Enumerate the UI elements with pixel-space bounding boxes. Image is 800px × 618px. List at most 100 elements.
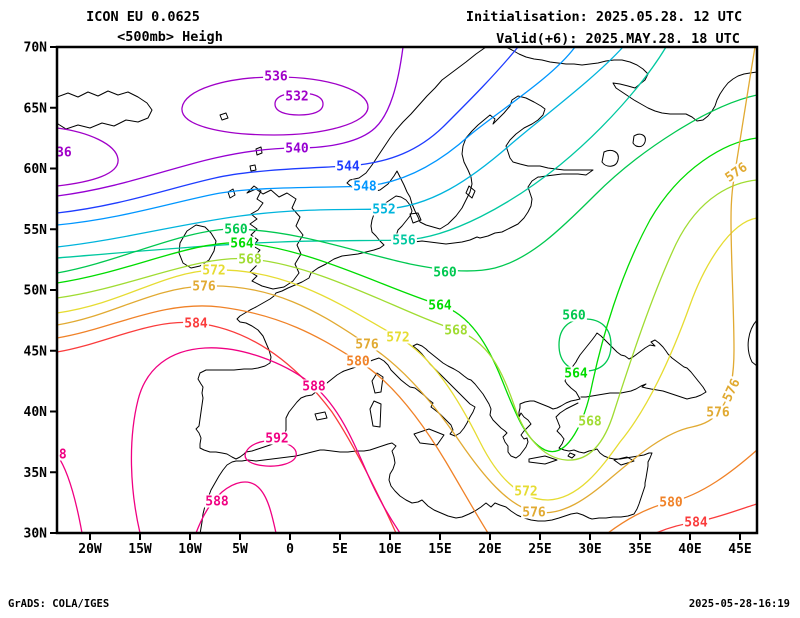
y-tick-label: 70N	[24, 41, 48, 56]
contour-label-mask	[391, 233, 417, 247]
contour-572	[57, 217, 757, 501]
contour-label-mask	[563, 366, 589, 380]
contour-label-mask	[721, 159, 751, 185]
y-tick-label: 60N	[24, 162, 48, 177]
contour-label-mask	[705, 405, 731, 419]
island-rhodes	[567, 452, 576, 459]
island-sardinia	[369, 400, 382, 428]
model-title: ICON EU 0.0625	[86, 9, 200, 25]
contour-label-588: 588	[43, 448, 67, 463]
latitude-axis: 70N 65N 60N 55N 50N 45N 40N 35N 30N	[24, 41, 57, 542]
contour-label-mask	[345, 354, 371, 368]
y-tick-label: 65N	[24, 101, 48, 116]
contour-label-mask	[284, 89, 310, 103]
x-tick-label: 30E	[578, 542, 601, 557]
contour-label-mask	[658, 495, 684, 509]
contour-label-580: 580	[659, 496, 683, 511]
contour-552	[57, 47, 624, 248]
contour-564	[57, 137, 757, 453]
coast-ireland	[178, 224, 217, 269]
contour-label-552: 552	[372, 203, 395, 218]
contour-label-588: 588	[302, 380, 326, 395]
contour-label-mask	[683, 515, 709, 529]
y-tick-label: 30N	[24, 527, 48, 542]
island-gotland	[465, 185, 476, 199]
valid-time: Valid(+6): 2025.MAY.28. 18 UTC	[496, 31, 740, 47]
contour-560-closed-low	[558, 318, 612, 372]
island-sicily	[413, 428, 445, 446]
coast-iceland	[57, 90, 153, 130]
x-tick-label: 5E	[332, 542, 348, 557]
contour-label-540: 540	[285, 142, 309, 157]
y-tick-label: 35N	[24, 466, 48, 481]
contour-label-584: 584	[184, 317, 208, 332]
contour-label-mask	[371, 202, 397, 216]
contour-label-572: 572	[386, 331, 409, 346]
x-tick-label: 40E	[678, 542, 701, 557]
island-hebrides	[227, 188, 236, 199]
contour-label-568: 568	[444, 324, 468, 339]
contour-label-mask	[427, 298, 453, 312]
contour-label-588: 588	[205, 495, 229, 510]
contour-label-mask	[335, 159, 361, 173]
contour-label-mask	[432, 265, 458, 279]
contour-label-mask	[719, 375, 743, 405]
coastlines	[57, 47, 757, 533]
contour-label-560: 560	[562, 309, 586, 324]
island-corsica	[371, 372, 384, 394]
contour-label-576: 576	[522, 506, 546, 521]
lake-onega	[632, 133, 646, 148]
contour-580-west	[57, 305, 489, 533]
contour-label-mask	[183, 316, 209, 330]
contour-label-564: 564	[230, 237, 254, 252]
x-tick-label: 45E	[728, 542, 751, 557]
grads-credit: GrADS: COLA/IGES	[8, 598, 109, 610]
init-time: Initialisation: 2025.05.28. 12 UTC	[466, 9, 742, 25]
x-tick-label: 20W	[78, 542, 102, 557]
contour-label-556: 556	[392, 234, 416, 249]
y-tick-label: 45N	[24, 344, 48, 359]
x-tick-label: 35E	[628, 542, 651, 557]
contour-label-mask	[301, 379, 327, 393]
contour-label-568: 568	[578, 415, 602, 430]
contour-label-560: 560	[224, 223, 248, 238]
contour-label-572: 572	[514, 485, 537, 500]
contour-label-536: 536	[264, 70, 288, 85]
creation-timestamp: 2025-05-28-16:19	[689, 598, 790, 610]
contour-label-mask	[264, 431, 290, 445]
y-tick-label: 40N	[24, 405, 48, 420]
x-tick-label: 10W	[178, 542, 202, 557]
contour-label-mask	[57, 447, 68, 461]
x-tick-label: 0	[286, 542, 294, 557]
contour-label-564: 564	[428, 299, 452, 314]
contour-label-mask	[201, 263, 227, 277]
lake-ladoga	[601, 149, 619, 167]
x-tick-label: 5W	[232, 542, 248, 557]
contour-label-mask	[237, 252, 263, 266]
coast-scandinavia-baltic	[195, 47, 707, 460]
contour-588-morocco	[195, 481, 277, 533]
contour-label-mask	[561, 308, 587, 322]
contour-label-mask	[263, 69, 289, 83]
contour-label-mask	[223, 222, 249, 236]
island-cyprus	[613, 456, 635, 466]
contour-label-564: 564	[564, 367, 588, 382]
contour-label-mask	[577, 414, 603, 428]
level-title: <500mb> Heigh	[117, 29, 223, 45]
contour-label-576: 576	[706, 406, 730, 421]
map-frame	[55, 45, 759, 535]
contour-label-mask	[191, 279, 217, 293]
contour-label-mask	[57, 145, 73, 159]
island-zealand	[409, 212, 422, 224]
contour-label-mask	[229, 236, 255, 250]
island-faroes	[219, 112, 229, 121]
coast-caspian-edge	[747, 319, 757, 367]
contour-label-560: 560	[433, 266, 457, 281]
island-mallorca	[314, 411, 328, 421]
contour-label-mask	[443, 323, 469, 337]
contour-label-532: 532	[285, 90, 308, 105]
coast-kola-white-sea	[505, 47, 757, 122]
